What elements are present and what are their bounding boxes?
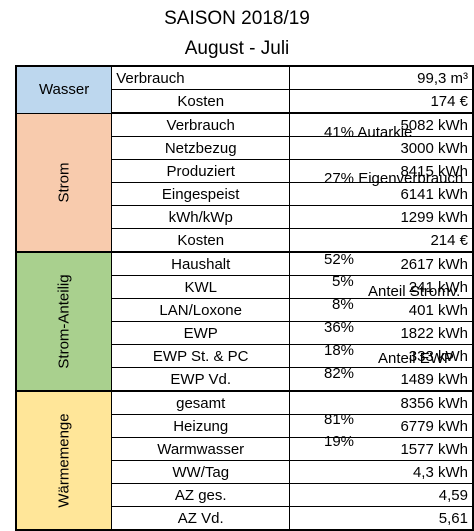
row-label: Produziert: [111, 159, 291, 183]
row-label: EWP: [111, 321, 291, 345]
row-label: EWP Vd.: [111, 367, 291, 392]
row-label: Kosten: [111, 89, 291, 114]
group-strom: Strom: [15, 112, 113, 253]
page-title: SAISON 2018/19: [164, 8, 310, 29]
group-strom-anteilig: Strom-Anteilig: [15, 251, 113, 392]
row-value: 3000 kWh: [289, 136, 474, 160]
row-label: Verbrauch: [111, 65, 291, 90]
note-pct-warmwasser: 19%: [324, 433, 355, 450]
page-subtitle: August - Juli: [184, 38, 290, 59]
note-anteil-stromv: Anteil Stromv.: [368, 283, 461, 300]
row-label: Kosten: [111, 228, 291, 253]
note-pct-ewp-st: 18%: [324, 342, 355, 359]
note-pct-heizung: 81%: [324, 411, 355, 428]
row-value: 174 €: [289, 89, 474, 114]
row-label: Eingespeist: [111, 182, 291, 206]
row-label: WW/Tag: [111, 460, 291, 484]
row-value: 2617 kWh: [289, 251, 474, 276]
note-eigenverbrauch: 27% Eigenverbrauch: [324, 170, 464, 187]
data-table: Wasser Verbrauch 99,3 m³ Kosten 174 € St…: [15, 65, 474, 531]
row-value: 333 kWh: [289, 344, 474, 368]
note-pct-kwl: 5%: [332, 273, 354, 290]
row-label: AZ Vd.: [111, 506, 291, 531]
row-value: 5082 kWh: [289, 112, 474, 137]
row-label: AZ ges.: [111, 483, 291, 507]
row-value: 5,61: [289, 506, 474, 531]
row-value: 1489 kWh: [289, 367, 474, 392]
row-label: EWP St. & PC: [111, 344, 291, 368]
row-label: LAN/Loxone: [111, 298, 291, 322]
group-waermemenge: Wärmemenge: [15, 390, 113, 531]
row-label: Warmwasser: [111, 437, 291, 461]
row-value: 1577 kWh: [289, 437, 474, 461]
row-label: Haushalt: [111, 251, 291, 276]
note-pct-ewp-vd: 82%: [324, 365, 355, 382]
row-value: 1299 kWh: [289, 205, 474, 229]
row-label: Heizung: [111, 414, 291, 438]
row-value: 4,3 kWh: [289, 460, 474, 484]
row-value: 6779 kWh: [289, 414, 474, 438]
row-label: kWh/kWp: [111, 205, 291, 229]
row-value: 1822 kWh: [289, 321, 474, 345]
row-label: gesamt: [111, 390, 291, 415]
row-label: Verbrauch: [111, 112, 291, 137]
note-pct-ewp: 36%: [324, 319, 355, 336]
row-label: KWL: [111, 275, 291, 299]
row-value: 8356 kWh: [289, 390, 474, 415]
row-value: 401 kWh: [289, 298, 474, 322]
row-value: 4,59: [289, 483, 474, 507]
note-autarkie: 41% Autarkie: [324, 124, 413, 141]
group-wasser: Wasser: [15, 65, 113, 114]
row-value: 214 €: [289, 228, 474, 253]
note-pct-lan: 8%: [332, 296, 354, 313]
row-value: 99,3 m³: [289, 65, 474, 90]
note-pct-haushalt: 52%: [324, 251, 355, 268]
note-anteil-ewp: Anteil EWP: [378, 350, 454, 367]
row-label: Netzbezug: [111, 136, 291, 160]
